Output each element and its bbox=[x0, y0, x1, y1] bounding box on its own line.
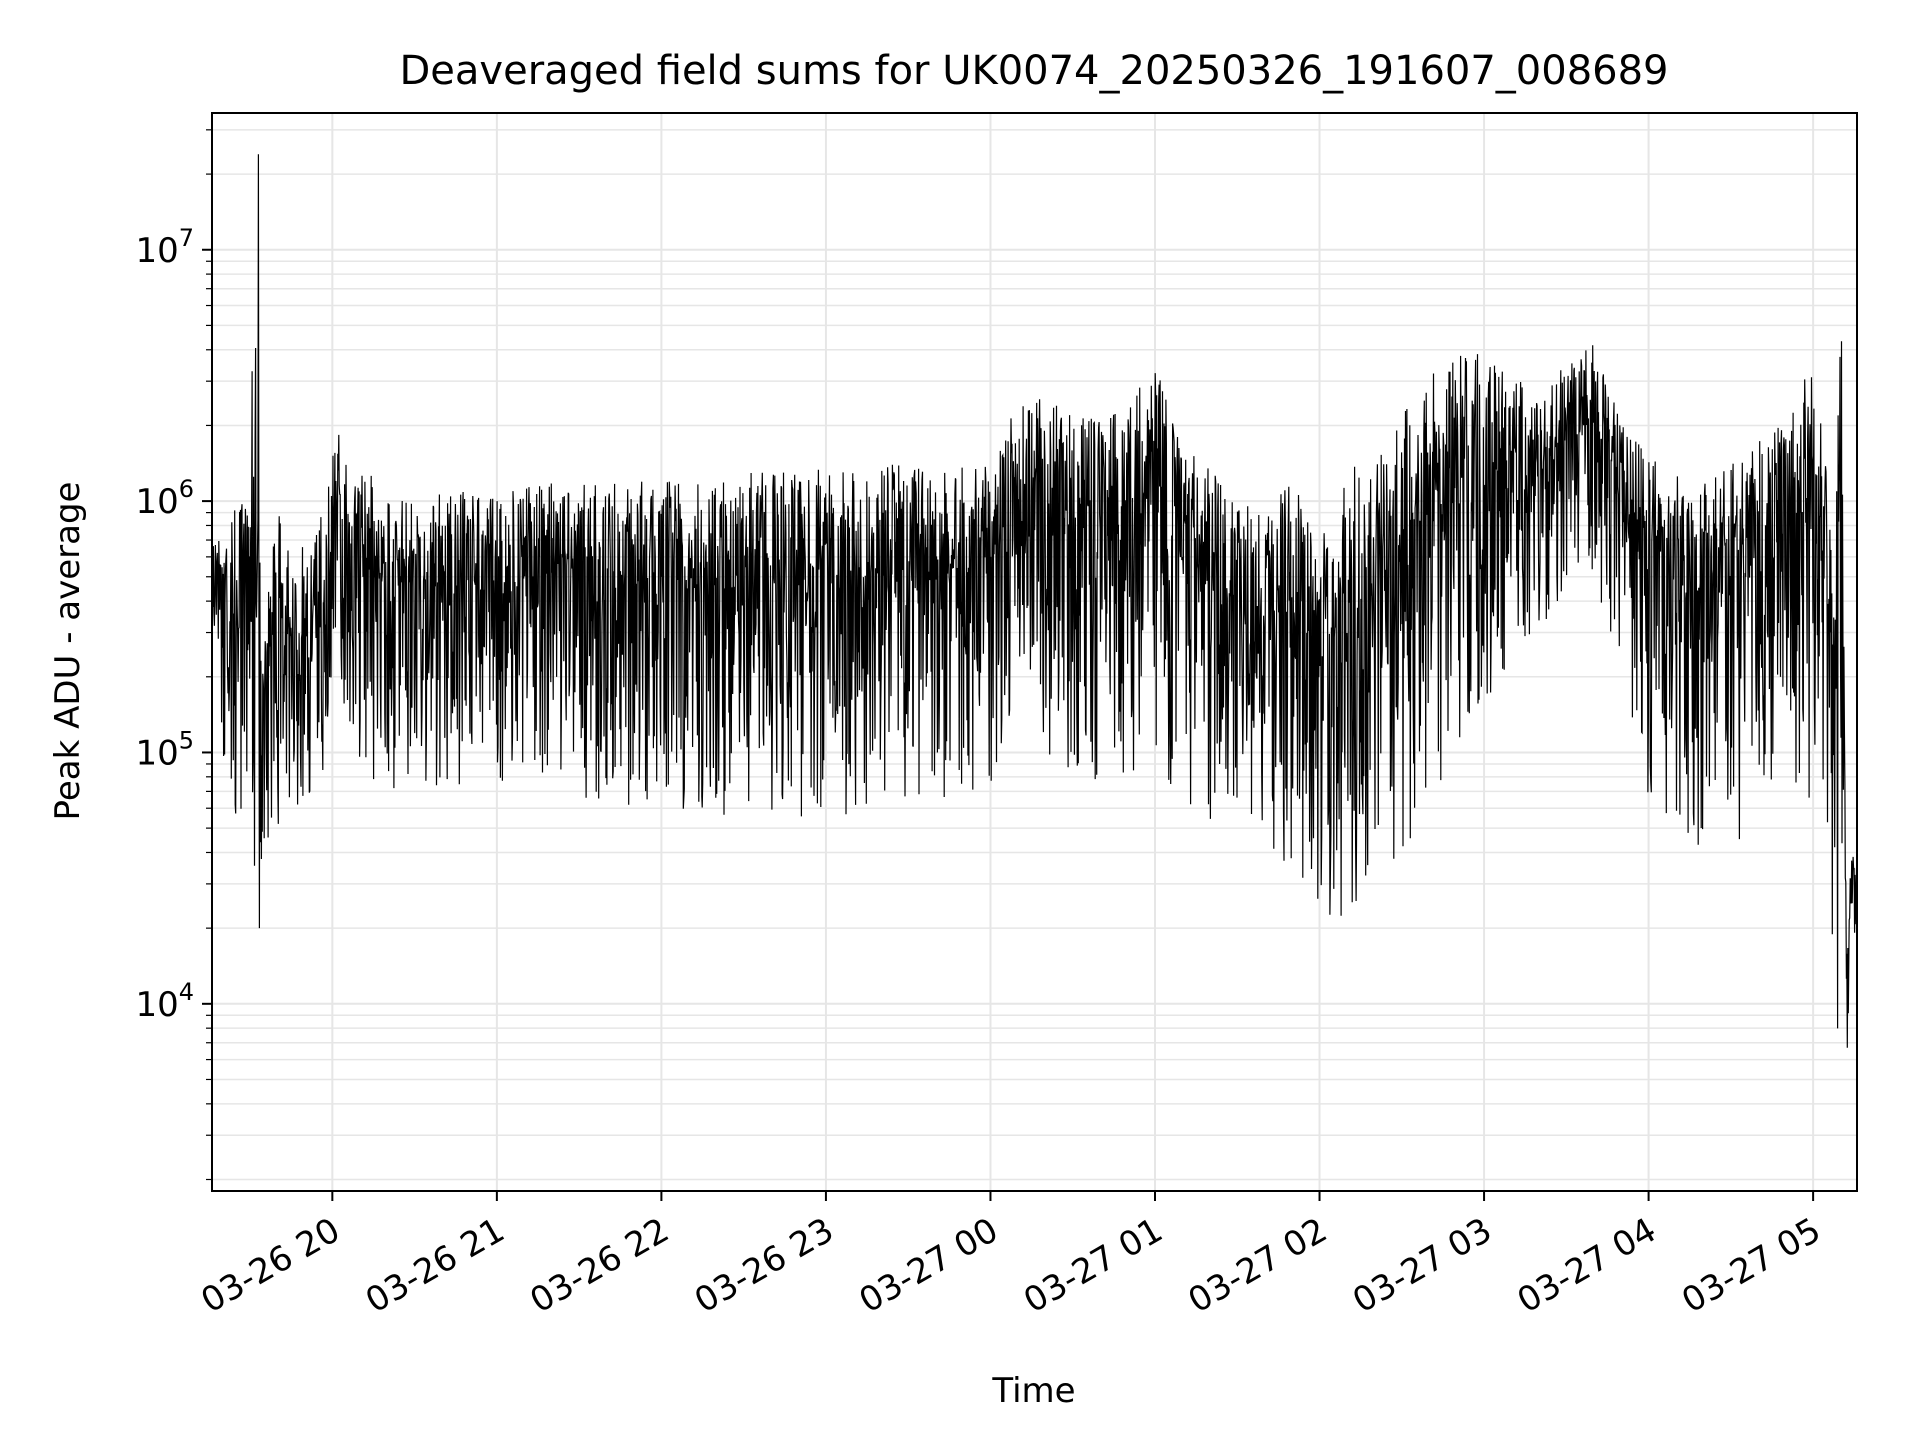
chart-title: Deaveraged field sums for UK0074_2025032… bbox=[399, 48, 1668, 94]
plot-frame bbox=[211, 112, 1858, 1192]
y-axis-label: Peak ADU - average bbox=[48, 482, 88, 821]
series-path bbox=[212, 154, 1857, 1048]
y-tick-label: 107 bbox=[135, 224, 194, 271]
series-line bbox=[212, 154, 1857, 1048]
y-tick-label: 104 bbox=[135, 978, 194, 1025]
x-axis-label: Time bbox=[991, 1371, 1075, 1411]
y-tick-label: 106 bbox=[135, 475, 194, 522]
y-tick-label: 105 bbox=[135, 726, 194, 773]
